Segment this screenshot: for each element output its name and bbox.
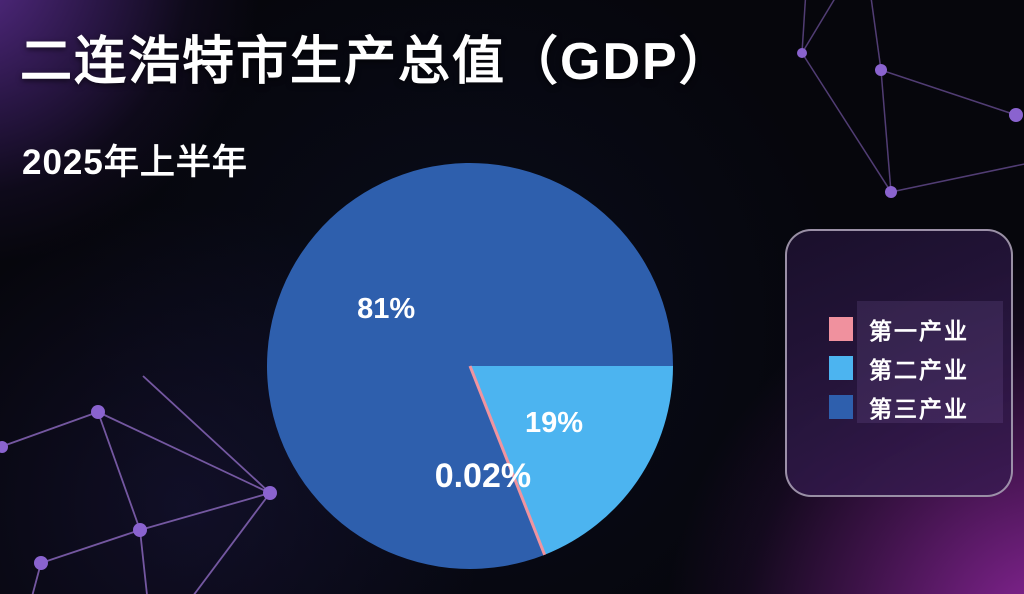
legend-label-primary: 第一产业 <box>869 317 969 344</box>
legend-swatch-secondary <box>829 355 853 380</box>
pie-slice-label-第三产业: 81% <box>357 293 415 325</box>
constellation-lines <box>801 0 1024 193</box>
legend-swatch-tertiary <box>829 394 853 419</box>
legend-item-tertiary-industry: 第三产业 <box>829 387 997 426</box>
pie-chart-container: 19% 0.02% 81% <box>260 156 680 576</box>
legend-rows: 第一产业 第二产业 第三产业 <box>829 309 997 426</box>
pie-chart: 19% 0.02% 81% <box>267 163 673 570</box>
page-title: 二连浩特市生产总值（GDP） <box>20 33 733 91</box>
page-subtitle: 2025年上半年 <box>22 143 248 182</box>
constellation-lines-bright <box>0 375 271 594</box>
legend-label-tertiary: 第三产业 <box>869 395 969 422</box>
legend-swatch-primary <box>829 316 853 341</box>
pie-slice-label-第二产业: 19% <box>525 407 583 439</box>
legend-item-secondary-industry: 第二产业 <box>829 348 997 387</box>
legend: 第一产业 第二产业 第三产业 <box>785 229 1013 497</box>
legend-item-primary-industry: 第一产业 <box>829 309 997 348</box>
pie-slice-label-第一产业: 0.02% <box>435 457 531 495</box>
legend-label-secondary: 第二产业 <box>869 356 969 383</box>
header: 二连浩特市生产总值（GDP） <box>20 33 733 91</box>
